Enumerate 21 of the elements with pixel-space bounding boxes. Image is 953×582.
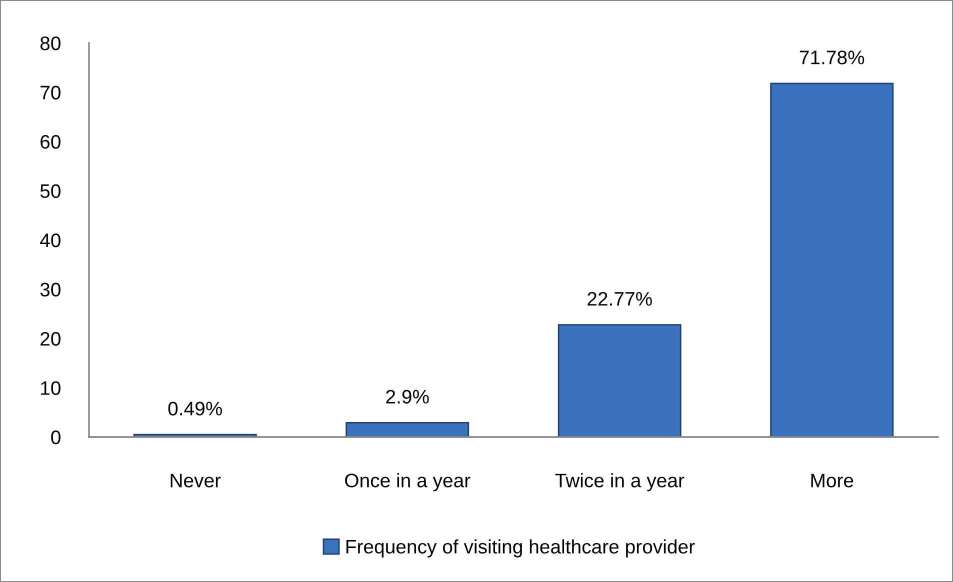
y-tick-label: 40 (40, 233, 60, 248)
y-tick-label: 30 (40, 282, 60, 296)
y-tick-label: 20 (40, 332, 60, 346)
data-label: 2.9% (386, 390, 429, 404)
y-tick-label: 70 (40, 86, 60, 100)
data-label: 0.49% (168, 402, 222, 416)
y-tick-label: 10 (41, 381, 60, 395)
bar (346, 422, 470, 437)
y-tick-label: 0 (51, 430, 60, 444)
y-tick-label: 50 (40, 184, 60, 198)
bar (770, 82, 894, 437)
data-label: 22.77% (588, 292, 652, 306)
x-tick-label: Once in a year (345, 473, 470, 492)
legend-label: Frequency of visiting healthcare provider (346, 539, 695, 558)
y-tick-label: 80 (40, 36, 60, 50)
x-tick-label: More (811, 474, 854, 488)
y-tick-label: 60 (40, 134, 60, 149)
x-tick-label: Never (170, 474, 221, 488)
bar (558, 324, 682, 437)
x-tick-label: Twice in a year (555, 473, 684, 492)
data-label: 71.78% (800, 50, 864, 64)
